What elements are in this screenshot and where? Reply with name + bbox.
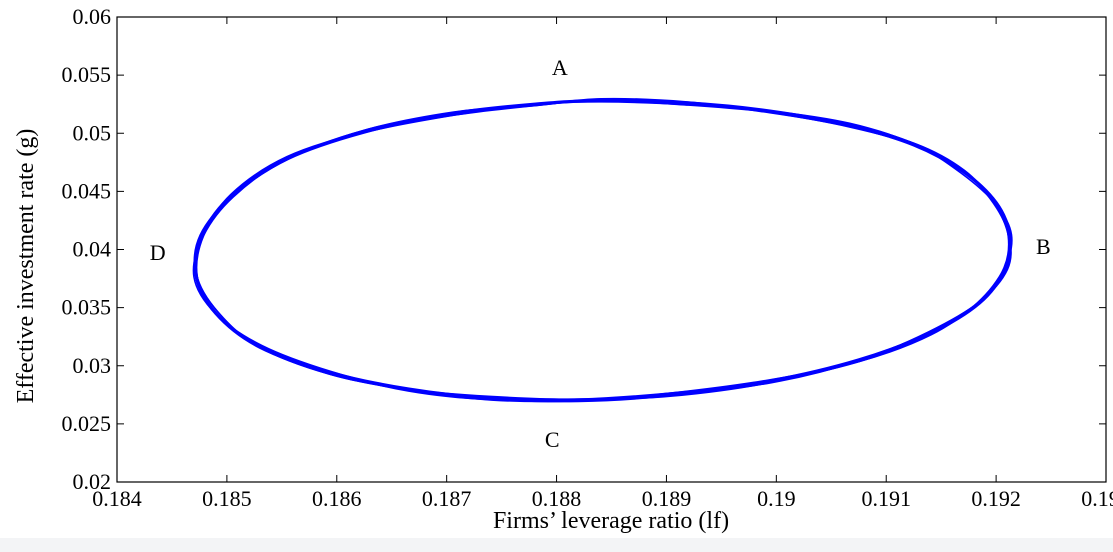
x-tick-label: 0.188: [532, 486, 582, 511]
x-tick-label: 0.19: [757, 486, 796, 511]
y-tick-label: 0.04: [73, 237, 112, 262]
plot-frame: [116, 16, 1107, 483]
point-annotations: A B C D: [150, 55, 1051, 452]
phase-plot: 0.184 0.185 0.186 0.187 0.188 0.189 0.19 0.191 0…: [13, 4, 1113, 534]
x-axis: 0.184 0.185 0.186 0.187 0.188 0.189 0.19 0.191 0…: [92, 17, 1113, 511]
y-tick-label: 0.05: [73, 120, 112, 145]
y-tick-label: 0.035: [62, 295, 112, 320]
point-label-c: C: [545, 427, 560, 452]
y-tick-label: 0.03: [73, 353, 112, 378]
x-tick-label: 0.193: [1081, 486, 1113, 511]
point-label-b: B: [1036, 234, 1051, 259]
x-axis-label: Firms’ leverage ratio (lf): [493, 508, 729, 534]
x-tick-label: 0.189: [642, 486, 692, 511]
x-tick-label: 0.191: [861, 486, 911, 511]
point-label-d: D: [150, 240, 166, 265]
x-tick-label: 0.192: [971, 486, 1021, 511]
x-tick-label: 0.187: [422, 486, 472, 511]
x-tick-label: 0.184: [92, 486, 142, 511]
y-tick-label: 0.02: [73, 469, 112, 494]
y-tick-label: 0.045: [62, 178, 112, 203]
series-line-pass: [193, 99, 1012, 401]
y-axis-label: Effective investment rate (g): [13, 129, 39, 404]
y-tick-label: 0.025: [62, 411, 112, 436]
y-axis: 0.02 0.025 0.03 0.035 0.04 0.045 0.05 0.055 0.06: [62, 4, 1106, 494]
bottom-strip: [0, 538, 1113, 552]
y-tick-label: 0.055: [62, 62, 112, 87]
limit-cycle-series: [192, 97, 1013, 403]
y-tick-label: 0.06: [73, 4, 112, 29]
point-label-a: A: [552, 55, 568, 80]
x-tick-label: 0.185: [202, 486, 252, 511]
x-tick-label: 0.186: [312, 486, 362, 511]
